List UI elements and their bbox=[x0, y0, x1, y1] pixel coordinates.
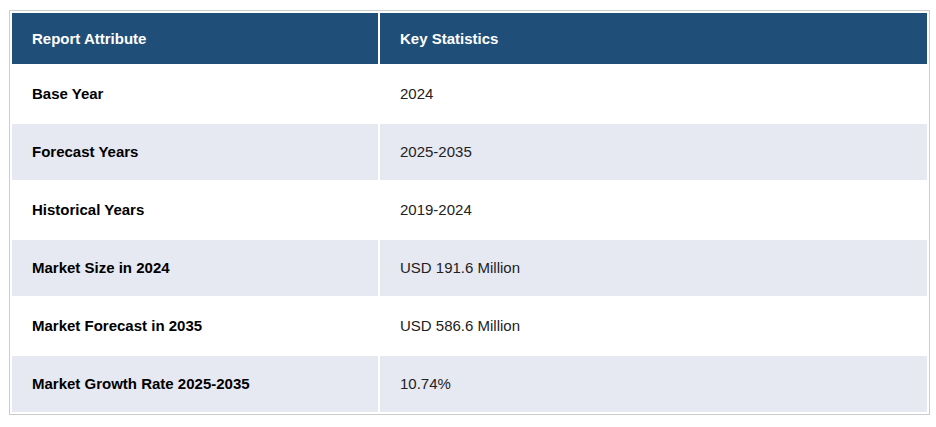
attribute-value: USD 191.6 Million bbox=[380, 240, 927, 296]
attribute-label: Market Forecast in 2035 bbox=[12, 298, 378, 354]
attribute-value: 2019-2024 bbox=[380, 182, 927, 238]
attribute-label: Market Growth Rate 2025-2035 bbox=[12, 356, 378, 412]
attribute-value: 10.74% bbox=[380, 356, 927, 412]
attribute-label: Historical Years bbox=[12, 182, 378, 238]
attribute-value: 2025-2035 bbox=[380, 124, 927, 180]
table-row-market-growth-rate: Market Growth Rate 2025-2035 10.74% bbox=[12, 356, 927, 412]
table-row-base-year: Base Year 2024 bbox=[12, 66, 927, 122]
table-row-historical-years: Historical Years 2019-2024 bbox=[12, 182, 927, 238]
table-header: Report Attribute Key Statistics bbox=[12, 13, 927, 64]
report-statistics-page: Report Attribute Key Statistics Base Yea… bbox=[0, 0, 936, 427]
header-row: Report Attribute Key Statistics bbox=[12, 13, 927, 64]
table-body: Base Year 2024 Forecast Years 2025-2035 … bbox=[12, 66, 927, 412]
attribute-label: Forecast Years bbox=[12, 124, 378, 180]
table-row-market-size: Market Size in 2024 USD 191.6 Million bbox=[12, 240, 927, 296]
column-header-key-statistics: Key Statistics bbox=[380, 13, 927, 64]
column-header-report-attribute: Report Attribute bbox=[12, 13, 378, 64]
attribute-label: Market Size in 2024 bbox=[12, 240, 378, 296]
table-row-forecast-years: Forecast Years 2025-2035 bbox=[12, 124, 927, 180]
attribute-label: Base Year bbox=[12, 66, 378, 122]
report-attributes-table: Report Attribute Key Statistics Base Yea… bbox=[9, 10, 930, 415]
table-row-market-forecast: Market Forecast in 2035 USD 586.6 Millio… bbox=[12, 298, 927, 354]
attribute-value: 2024 bbox=[380, 66, 927, 122]
attribute-value: USD 586.6 Million bbox=[380, 298, 927, 354]
